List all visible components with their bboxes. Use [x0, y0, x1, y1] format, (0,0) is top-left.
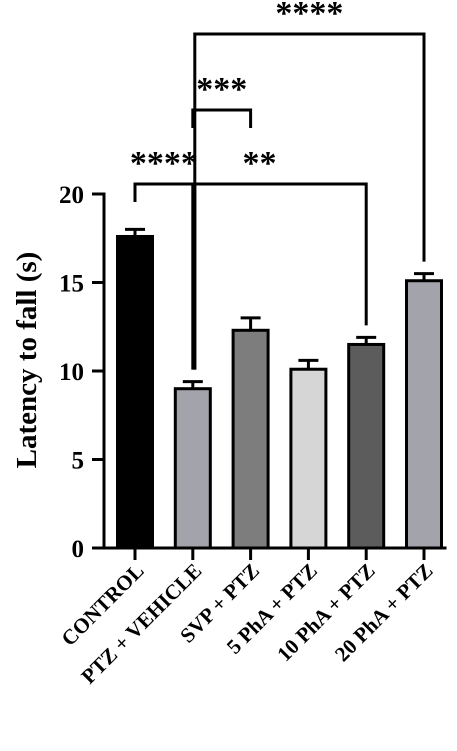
bar: [173, 387, 212, 550]
y-tick-label: 10: [59, 359, 84, 386]
significance-label: **: [243, 145, 277, 182]
y-tick-label: 0: [72, 536, 85, 563]
significance-label: ***: [196, 71, 247, 108]
bar: [347, 342, 386, 550]
significance-bracket: [133, 182, 195, 370]
y-tick-label: 5: [72, 448, 85, 475]
bar: [116, 234, 154, 550]
significance-label: ****: [275, 0, 343, 32]
y-axis-label: Latency to fall (s): [11, 252, 43, 469]
significance-label: ****: [130, 145, 198, 182]
significance-bracket: [193, 32, 426, 370]
significance-bracket: [193, 182, 368, 370]
bar: [231, 328, 270, 550]
significance-bracket: [191, 108, 253, 128]
bar: [289, 367, 328, 550]
y-tick-label: 20: [59, 182, 84, 209]
y-tick-label: 15: [59, 271, 84, 298]
bar: [405, 279, 443, 550]
